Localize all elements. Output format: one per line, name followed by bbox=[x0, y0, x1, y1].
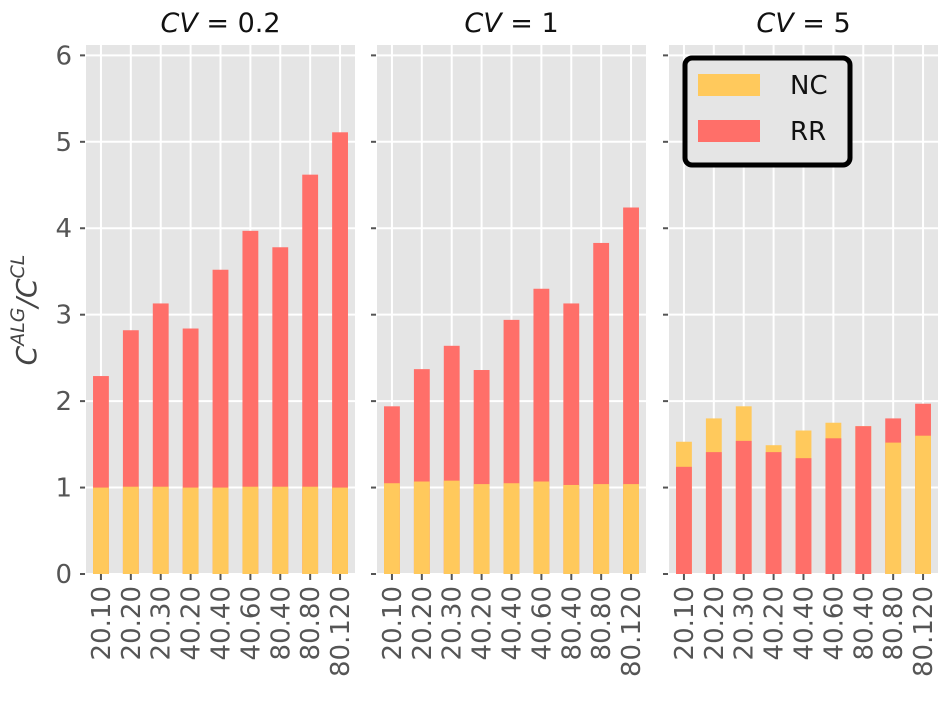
x-tick-label: 80.120 bbox=[326, 586, 356, 677]
panel-title: CV = 0.2 bbox=[160, 8, 280, 39]
bar-rr bbox=[735, 440, 752, 574]
x-tick-label: 20.30 bbox=[730, 586, 760, 660]
bar-nc bbox=[272, 486, 289, 574]
bar-nc bbox=[332, 487, 348, 574]
panel-1: 20.10 20.20 20.30 40.20 40.40 40.60 80.40 80.80… bbox=[371, 8, 647, 677]
y-axis-label: CALG/CCL bbox=[7, 255, 43, 366]
bar-nc bbox=[152, 486, 169, 574]
y-label-mid: /C bbox=[10, 278, 43, 310]
panel-title-value: = 1 bbox=[502, 8, 559, 39]
x-tick-label: 20.10 bbox=[670, 586, 700, 660]
bar-nc bbox=[623, 484, 639, 574]
x-tick-label: 40.20 bbox=[760, 586, 790, 660]
panel-title-value: = 0.2 bbox=[198, 8, 281, 39]
y-tick-label: 6 bbox=[55, 41, 72, 71]
x-tick-label: 40.40 bbox=[207, 586, 237, 660]
bar-nc bbox=[302, 486, 319, 574]
legend: NC RR bbox=[682, 55, 853, 168]
panel-title-variable: CV bbox=[160, 8, 200, 39]
bar-nc bbox=[182, 487, 199, 574]
y-tick-label: 4 bbox=[55, 214, 72, 244]
bar-nc bbox=[122, 486, 139, 574]
legend-label: RR bbox=[790, 117, 826, 147]
x-tick-label: 40.40 bbox=[790, 586, 820, 660]
bar-rr bbox=[795, 458, 812, 574]
x-tick-label: 40.20 bbox=[468, 586, 498, 660]
bar-rr bbox=[623, 207, 639, 574]
bar-nc bbox=[93, 487, 109, 574]
bar-nc bbox=[413, 481, 430, 574]
x-tick-label: 80.40 bbox=[266, 586, 296, 660]
bar-rr bbox=[855, 426, 872, 574]
bar-nc bbox=[915, 435, 931, 574]
x-tick-label: 40.60 bbox=[236, 586, 266, 660]
x-tick-label: 80.40 bbox=[849, 586, 879, 660]
panel-title-value: = 5 bbox=[794, 8, 851, 39]
x-tick-label: 40.20 bbox=[177, 586, 207, 660]
bar-nc bbox=[443, 480, 460, 574]
bar-nc bbox=[885, 442, 902, 574]
panel-title: CV = 1 bbox=[464, 8, 558, 39]
x-tick-label: 40.60 bbox=[819, 586, 849, 660]
bar-nc bbox=[503, 483, 520, 574]
x-tick-label: 20.30 bbox=[147, 586, 177, 660]
x-tick-label: 20.10 bbox=[87, 586, 117, 660]
x-tick-label: 20.20 bbox=[408, 586, 438, 660]
bar-nc bbox=[212, 487, 229, 574]
bar-nc bbox=[242, 486, 259, 574]
bar-rr bbox=[332, 132, 348, 574]
y-label-sup: CL bbox=[7, 255, 29, 279]
bar-rr bbox=[676, 466, 692, 574]
panel-title: CV = 5 bbox=[756, 8, 850, 39]
x-tick-label: 80.80 bbox=[879, 586, 909, 660]
bar-nc bbox=[563, 484, 580, 574]
bar-nc bbox=[384, 483, 400, 574]
y-tick-label: 0 bbox=[55, 560, 72, 590]
y-tick-label: 3 bbox=[55, 301, 72, 331]
y-tick-label: 5 bbox=[55, 128, 72, 158]
x-tick-label: 40.60 bbox=[527, 586, 557, 660]
bar-rr bbox=[302, 174, 319, 574]
x-tick-label: 20.10 bbox=[378, 586, 408, 660]
legend-label: NC bbox=[790, 71, 828, 101]
bar-rr bbox=[705, 452, 722, 574]
legend-swatch-nc bbox=[698, 74, 760, 96]
x-tick-label: 80.40 bbox=[557, 586, 587, 660]
x-tick-label: 20.30 bbox=[438, 586, 468, 660]
y-label-sup: ALG bbox=[7, 307, 29, 347]
panel-title-variable: CV bbox=[464, 8, 504, 39]
x-tick-label: 80.120 bbox=[909, 586, 939, 677]
bar-nc bbox=[473, 484, 490, 574]
x-tick-label: 20.20 bbox=[700, 586, 730, 660]
bar-nc bbox=[533, 481, 550, 574]
x-tick-label: 80.80 bbox=[296, 586, 326, 660]
x-tick-label: 40.40 bbox=[498, 586, 528, 660]
y-label-base: C bbox=[10, 345, 43, 365]
x-tick-label: 80.120 bbox=[617, 586, 647, 677]
panel-title-variable: CV bbox=[756, 8, 796, 39]
x-tick-label: 80.80 bbox=[587, 586, 617, 660]
x-tick-label: 20.20 bbox=[117, 586, 147, 660]
bar-rr bbox=[825, 438, 842, 574]
y-tick-label: 1 bbox=[55, 474, 72, 504]
bar-rr bbox=[765, 452, 782, 574]
bar-nc bbox=[593, 484, 610, 574]
legend-swatch-rr bbox=[698, 120, 760, 142]
y-tick-label: 2 bbox=[55, 387, 72, 417]
